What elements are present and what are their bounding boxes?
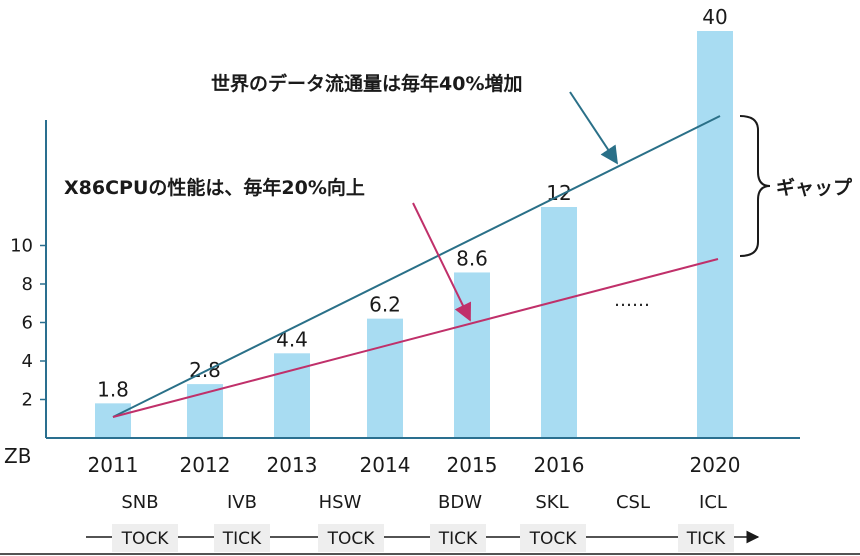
bar-2016: [541, 207, 577, 438]
ellipsis: ……: [614, 290, 650, 311]
cadence-box-1: [214, 524, 270, 552]
value-label-2012: 2.8: [189, 358, 221, 382]
cadence-labels: TOCK TICK TOCK TICK TOCK TICK: [112, 524, 734, 552]
x-tick-label-2014: 2014: [360, 453, 411, 477]
bar-2020: [697, 31, 733, 438]
value-label-2013: 4.4: [276, 327, 308, 351]
value-label-2016: 12: [546, 181, 571, 205]
codename-BDW: BDW: [438, 492, 482, 513]
annotation-arrow-cpu-performance: [412, 202, 471, 322]
codename-ICL: ICL: [699, 492, 727, 513]
bar-2014: [367, 318, 403, 438]
cadence-box-3: [430, 524, 486, 552]
y-ticks: 2 4 6 8 10: [10, 236, 46, 411]
annotation-data-growth: 世界のデータ流通量は毎年40%増加: [211, 72, 522, 95]
bar-2011: [95, 403, 131, 438]
y-tick-label-4: 4: [22, 351, 33, 372]
gap-brace: [739, 115, 771, 257]
x-tick-labels: 2011 2012 2013 2014 2015 2016 2020: [88, 453, 741, 477]
x-tick-label-2013: 2013: [267, 453, 318, 477]
cadence-box-5: [678, 524, 734, 552]
annotation-cpu-performance: X86CPUの性能は、毎年20%向上: [64, 176, 365, 199]
cadence-box-0: [112, 524, 178, 552]
x-tick-label-2016: 2016: [534, 453, 585, 477]
y-axis-unit: ZB: [4, 444, 31, 468]
trend-line-data-growth: [112, 115, 721, 418]
cadence-label-0: TOCK: [121, 529, 170, 549]
y-tick-label-6: 6: [22, 313, 33, 334]
cadence-label-4: TOCK: [529, 529, 578, 549]
codename-SKL: SKL: [535, 492, 568, 513]
codename-SNB: SNB: [121, 492, 158, 513]
bars: [95, 31, 733, 438]
value-label-2020: 40: [702, 5, 727, 29]
y-tick-label-2: 2: [22, 390, 33, 411]
y-tick-label-10: 10: [10, 236, 33, 257]
x-tick-label-2020: 2020: [690, 453, 741, 477]
cadence-label-5: TICK: [686, 529, 726, 549]
value-label-2014: 6.2: [369, 293, 401, 317]
x-tick-label-2012: 2012: [180, 453, 231, 477]
x-tick-label-2011: 2011: [88, 453, 139, 477]
value-labels: 1.8 2.8 4.4 6.2 8.6 12 40: [97, 5, 728, 401]
cadence-box-4: [520, 524, 586, 552]
cadence-label-3: TICK: [438, 529, 478, 549]
y-tick-label-8: 8: [22, 274, 33, 295]
cadence-label-2: TOCK: [327, 529, 376, 549]
codename-labels: SNB IVB HSW BDW SKL CSL ICL: [121, 492, 727, 513]
codename-IVB: IVB: [227, 492, 257, 513]
x-tick-label-2015: 2015: [447, 453, 498, 477]
codename-CSL: CSL: [616, 492, 650, 513]
value-label-2011: 1.8: [97, 377, 129, 401]
gap-label: ギャップ: [776, 176, 853, 199]
codename-HSW: HSW: [319, 492, 362, 513]
annotation-arrow-data-growth: [569, 91, 618, 165]
trend-line-cpu-performance: [112, 258, 719, 418]
cadence-label-1: TICK: [222, 529, 262, 549]
cadence-box-2: [318, 524, 384, 552]
value-label-2015: 8.6: [456, 246, 488, 270]
